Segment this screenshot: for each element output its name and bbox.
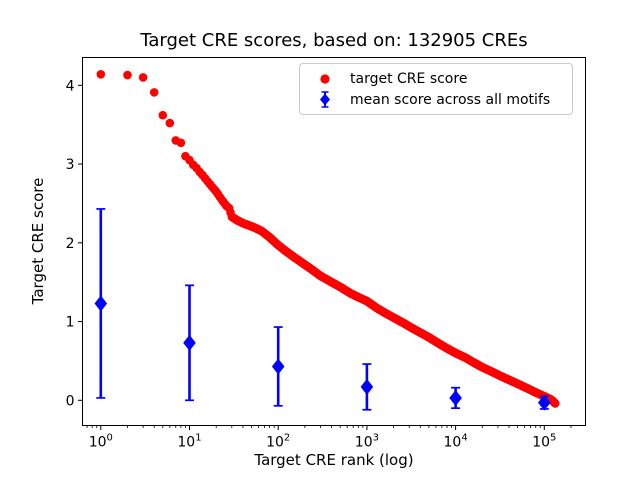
mean-diamond bbox=[360, 378, 374, 395]
x-tick-label: 105 bbox=[532, 433, 556, 451]
axes-ticks: 100 101 102 103 104 105 0 1 2 3 4 bbox=[66, 78, 572, 451]
mean-diamond bbox=[94, 295, 108, 312]
blue-diamond-errorbar-marker-icon bbox=[310, 90, 340, 109]
plot-border bbox=[82, 57, 586, 426]
red-point bbox=[96, 69, 106, 79]
y-tick-label: 1 bbox=[66, 315, 75, 331]
y-axis-label: Target CRE score bbox=[29, 177, 47, 305]
x-tick-label: 102 bbox=[266, 433, 290, 451]
y-tick-label: 0 bbox=[66, 393, 75, 409]
mean-diamond bbox=[538, 394, 551, 411]
red-point bbox=[138, 73, 148, 82]
y-tick-label: 4 bbox=[66, 78, 75, 94]
y-tick-label: 3 bbox=[66, 157, 75, 173]
red-point bbox=[550, 399, 560, 408]
red-circle-marker-icon bbox=[310, 71, 340, 87]
red-point bbox=[165, 118, 175, 128]
legend-label: target CRE score bbox=[350, 70, 468, 87]
x-tick-label: 101 bbox=[177, 433, 201, 451]
legend-item-mean-score: mean score across all motifs bbox=[310, 89, 564, 110]
red-point bbox=[123, 70, 132, 80]
x-axis-label: Target CRE rank (log) bbox=[254, 451, 414, 469]
mean-diamond bbox=[183, 334, 196, 351]
legend-label: mean score across all motifs bbox=[350, 91, 551, 108]
x-tick-label: 103 bbox=[355, 433, 379, 451]
mean-diamond bbox=[271, 358, 285, 375]
legend: target CRE score mean score across all m… bbox=[299, 63, 573, 115]
mean-diamond bbox=[449, 389, 462, 406]
mean-errorbar-series bbox=[94, 208, 551, 411]
red-scatter-series bbox=[96, 69, 560, 408]
red-point bbox=[176, 138, 186, 148]
legend-item-target-cre-score: target CRE score bbox=[310, 68, 564, 89]
chart-title: Target CRE scores, based on: 132905 CREs bbox=[140, 30, 528, 51]
x-tick-label: 100 bbox=[89, 433, 113, 451]
x-tick-label: 104 bbox=[443, 433, 467, 451]
red-point bbox=[149, 88, 159, 97]
red-point bbox=[158, 110, 168, 120]
y-tick-label: 2 bbox=[66, 236, 75, 252]
